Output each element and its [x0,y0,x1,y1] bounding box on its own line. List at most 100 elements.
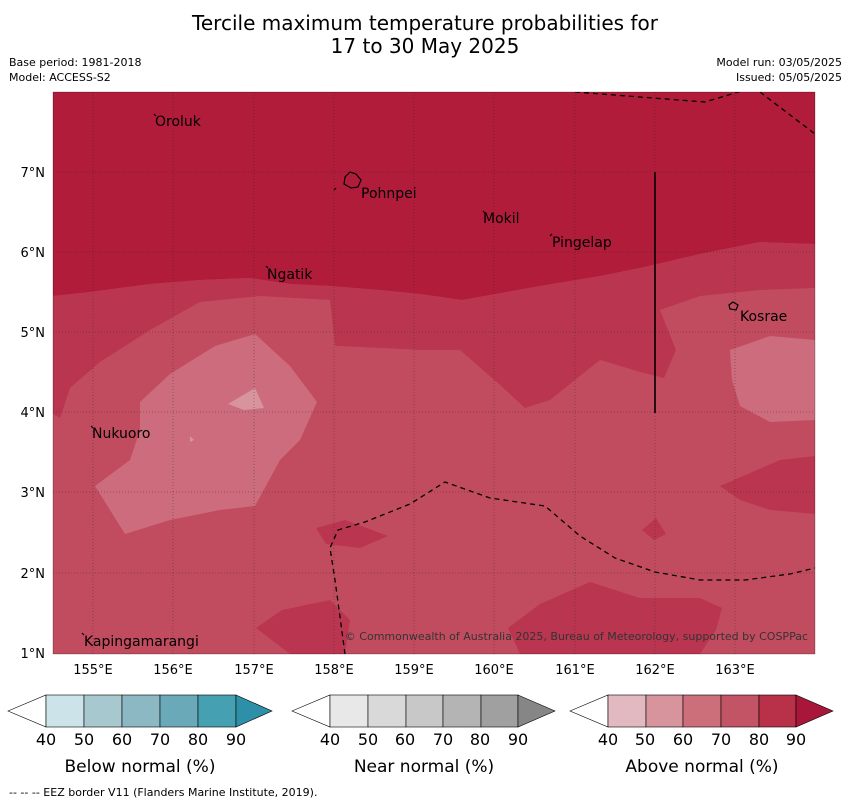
label-ngatik: Ngatik [267,267,313,283]
below-cell-under [7,694,47,728]
field-60-west [95,334,317,534]
field-80-south [508,582,722,654]
axis-labels: 155°E 156°E 157°E 158°E 159°E 160°E 161°… [21,166,755,678]
above-tick-80: 80 [749,730,769,749]
lon-158: 158°E [314,663,354,678]
colorbar-legends: 40 50 60 70 80 90 Below normal (%) 40 50… [7,694,834,777]
lat-7: 7°N [21,166,46,181]
label-oroluk: Oroluk [155,114,202,130]
lat-6: 6°N [21,246,46,261]
near-tick-70: 70 [433,730,453,749]
field-80-sw [256,600,350,654]
lon-156: 156°E [153,663,193,678]
below-cell-60-70 [121,694,161,728]
lat-4: 4°N [21,406,46,421]
below-cell-40-50 [45,694,85,728]
lon-155: 155°E [73,663,113,678]
near-cell-80-90 [480,694,519,728]
label-pohnpei: Pohnpei [361,186,417,202]
below-cell-over [235,694,273,728]
place-labels: Oroluk Pohnpei Mokil Pingelap Ngatik Kos… [84,114,787,650]
near-cell-over [517,694,556,728]
above-tick-40: 40 [598,730,618,749]
lon-162: 162°E [635,663,675,678]
field-80-mid [316,520,388,548]
lon-163: 163°E [715,663,755,678]
lat-2: 2°N [21,567,46,582]
meta-left: Base period: 1981-2018 Model: ACCESS-S2 [9,55,141,85]
field-90-north [53,92,815,300]
field-50-dot [190,436,194,442]
above-tick-90: 90 [786,730,806,749]
label-pingelap: Pingelap [552,235,612,251]
below-tick-60: 60 [112,730,132,749]
map-title: Tercile maximum temperature probabilitie… [0,12,850,58]
above-tick-70: 70 [711,730,731,749]
near-tick-80: 80 [470,730,490,749]
lat-1: 1°N [21,647,46,662]
above-cell-70-80 [720,694,760,728]
field-80-east [720,456,815,514]
near-tick-50: 50 [358,730,378,749]
map-fields [53,92,815,654]
near-cell-under [291,694,331,728]
probability-map: Oroluk Pohnpei Mokil Pingelap Ngatik Kos… [21,91,816,678]
above-cell-40-50 [607,694,647,728]
field-80-spot [642,518,666,540]
label-mokil: Mokil [483,211,520,227]
above-cell-under [569,694,609,728]
islands [81,113,739,636]
label-kosrae: Kosrae [740,309,787,325]
above-label: Above normal (%) [625,757,778,777]
title-line-1: Tercile maximum temperature probabilitie… [192,11,658,35]
near-tick-40: 40 [320,730,340,749]
near-cell-50-60 [367,694,407,728]
below-tick-90: 90 [226,730,246,749]
below-cell-80-90 [197,694,237,728]
below-cell-70-80 [159,694,199,728]
below-tick-50: 50 [74,730,94,749]
field-50-spot [228,388,264,410]
near-cell-70-80 [442,694,482,728]
near-label: Near normal (%) [354,757,494,777]
near-tick-90: 90 [508,730,528,749]
colorbar-above: 40 50 60 70 80 90 Above normal (%) [569,694,834,777]
below-cell-50-60 [83,694,123,728]
lon-157: 157°E [234,663,274,678]
colorbar-below: 40 50 60 70 80 90 Below normal (%) [7,694,273,777]
above-tick-60: 60 [673,730,693,749]
above-cell-60-70 [682,694,722,728]
below-tick-40: 40 [36,730,56,749]
near-cell-40-50 [329,694,369,728]
above-tick-50: 50 [635,730,655,749]
issued-date: Issued: 05/05/2025 [735,71,842,84]
near-tick-60: 60 [395,730,415,749]
model-run: Model run: 03/05/2025 [716,56,842,69]
eez-borders [329,92,815,654]
lon-159: 159°E [394,663,434,678]
model-name: Model: ACCESS-S2 [9,71,111,84]
near-cell-60-70 [405,694,444,728]
field-60-east [730,336,815,422]
below-tick-70: 70 [150,730,170,749]
below-label: Below normal (%) [65,757,216,777]
above-cell-80-90 [758,694,797,728]
kosrae-island [728,301,739,311]
base-period: Base period: 1981-2018 [9,56,142,69]
lon-160: 160°E [474,663,514,678]
grid [53,92,815,654]
pohnpei-island [343,171,362,189]
below-tick-80: 80 [188,730,208,749]
lat-3: 3°N [21,486,46,501]
lon-161: 161°E [555,663,595,678]
above-cell-over [795,694,834,728]
colorbar-near: 40 50 60 70 80 90 Near normal (%) [291,694,556,777]
copyright-notice: © Commonwealth of Australia 2025, Bureau… [345,630,808,643]
title-line-2: 17 to 30 May 2025 [330,34,520,58]
meta-right: Model run: 03/05/2025 Issued: 05/05/2025 [716,55,842,85]
eez-footnote: -- -- -- EEZ border V11 (Flanders Marine… [9,786,318,799]
label-kapingamarangi: Kapingamarangi [84,634,199,650]
above-cell-50-60 [645,694,684,728]
field-80-north [53,242,815,418]
label-nukuoro: Nukuoro [92,426,150,442]
